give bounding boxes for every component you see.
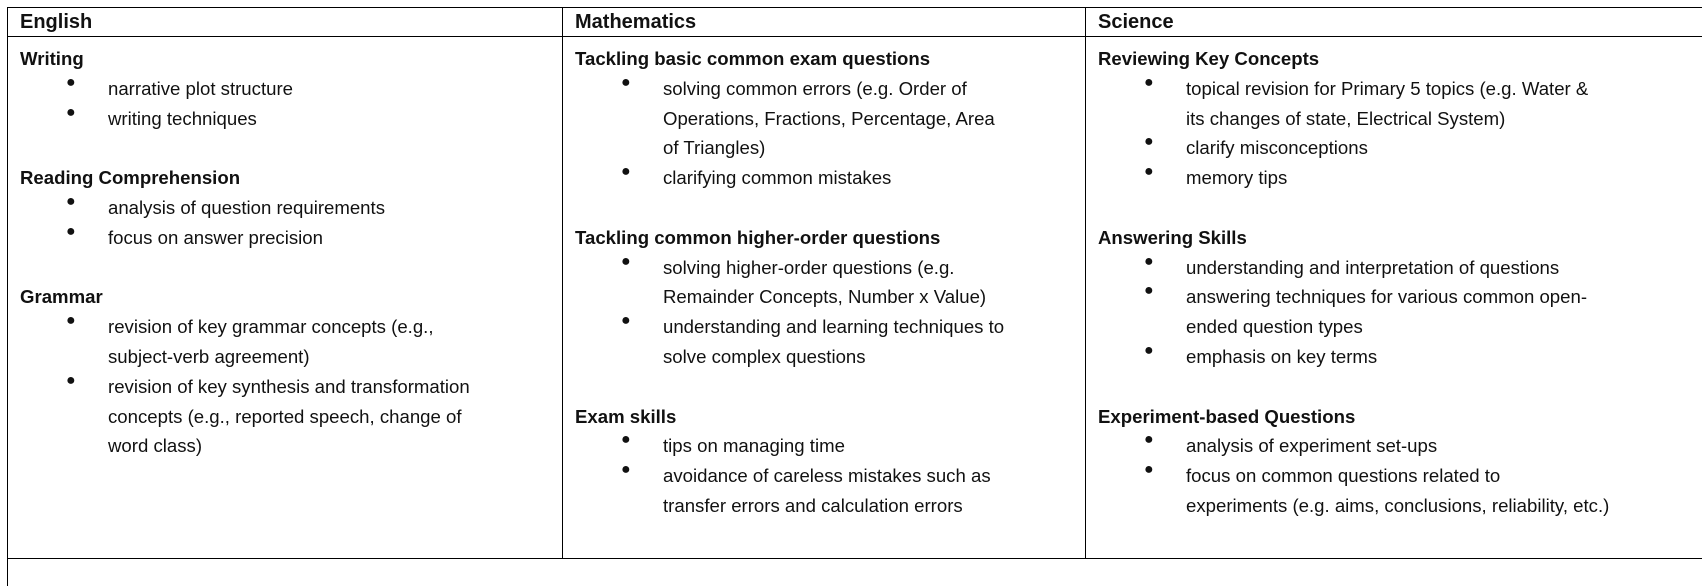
list-item-text: of Triangles): [663, 133, 1085, 163]
list-item-text: emphasis on key terms: [1186, 342, 1702, 372]
bullet-icon: ●: [1144, 282, 1154, 300]
bullet-icon: ●: [1144, 74, 1154, 92]
list-item-text: tips on managing time: [663, 431, 1085, 461]
list-item-text: clarifying common mistakes: [663, 163, 1085, 193]
list-item: ● narrative plot structure: [20, 74, 562, 104]
list-item: ● answering techniques for various common…: [1098, 282, 1702, 342]
bullet-icon: ●: [1144, 253, 1154, 271]
bullet-icon: ●: [66, 223, 76, 241]
section-title: Grammar: [20, 282, 562, 312]
list-item-text: revision of key synthesis and transforma…: [108, 372, 562, 402]
list-item: ● emphasis on key terms: [1098, 342, 1702, 372]
list-item: ● revision of key grammar concepts (e.g.,…: [20, 312, 562, 372]
spacer: [575, 193, 1085, 223]
bullet-icon: ●: [621, 253, 631, 271]
next-row-cell: [8, 559, 1702, 586]
list-item: ● analysis of experiment set-ups: [1098, 431, 1702, 461]
list-item-text: experiments (e.g. aims, conclusions, rel…: [1186, 491, 1702, 521]
spacer: [575, 372, 1085, 402]
list-item-text: understanding and learning techniques to: [663, 312, 1085, 342]
list-item-text: memory tips: [1186, 163, 1702, 193]
section-title: Exam skills: [575, 402, 1085, 432]
list-item-text: analysis of question requirements: [108, 193, 562, 223]
english-cell: Writing●narrative plot structure●writing…: [8, 37, 563, 559]
list-item-text: concepts (e.g., reported speech, change …: [108, 402, 562, 432]
list-item-text: analysis of experiment set-ups: [1186, 431, 1702, 461]
section-title: Answering Skills: [1098, 223, 1702, 253]
list-item-text: clarify misconceptions: [1186, 133, 1702, 163]
bullet-icon: ●: [621, 431, 631, 449]
header-mathematics: Mathematics: [563, 8, 1086, 37]
section-title: Tackling common higher-order questions: [575, 223, 1085, 253]
header-english: English: [8, 8, 563, 37]
bullet-icon: ●: [1144, 133, 1154, 151]
science-cell: Reviewing Key Concepts●topical revision …: [1086, 37, 1702, 559]
list-item-text: solving common errors (e.g. Order of: [663, 74, 1085, 104]
list-item-text: its changes of state, Electrical System): [1186, 104, 1702, 134]
mathematics-cell: Tackling basic common exam questions●sol…: [563, 37, 1086, 559]
list-item: ● topical revision for Primary 5 topics (…: [1098, 74, 1702, 134]
list-item-text: focus on answer precision: [108, 223, 562, 253]
list-item: ● revision of key synthesis and transform…: [20, 372, 562, 461]
list-item-text: Operations, Fractions, Percentage, Area: [663, 104, 1085, 134]
list-item-text: understanding and interpretation of ques…: [1186, 253, 1702, 283]
spacer: [20, 253, 562, 283]
list-item: ● solving higher-order questions (e.g.Rem…: [575, 253, 1085, 313]
section-title: Reviewing Key Concepts: [1098, 44, 1702, 74]
bullet-icon: ●: [621, 163, 631, 181]
bullet-icon: ●: [1144, 163, 1154, 181]
spacer: [1098, 193, 1702, 223]
list-item-text: ended question types: [1186, 312, 1702, 342]
list-item-text: word class): [108, 431, 562, 461]
list-item: ● tips on managing time: [575, 431, 1085, 461]
list-item-text: revision of key grammar concepts (e.g.,: [108, 312, 562, 342]
bullet-icon: ●: [66, 74, 76, 92]
list-item-text: solve complex questions: [663, 342, 1085, 372]
list-item: ● writing techniques: [20, 104, 562, 134]
list-item-text: solving higher-order questions (e.g.: [663, 253, 1085, 283]
bullet-icon: ●: [66, 193, 76, 211]
list-item: ● clarifying common mistakes: [575, 163, 1085, 193]
spacer: [20, 133, 562, 163]
list-item-text: topical revision for Primary 5 topics (e…: [1186, 74, 1702, 104]
list-item-text: narrative plot structure: [108, 74, 562, 104]
bullet-icon: ●: [66, 104, 76, 122]
list-item-text: answering techniques for various common …: [1186, 282, 1702, 312]
list-item-text: avoidance of careless mistakes such as: [663, 461, 1085, 491]
bullet-icon: ●: [66, 372, 76, 390]
section-title: Reading Comprehension: [20, 163, 562, 193]
list-item-text: focus on common questions related to: [1186, 461, 1702, 491]
list-item-text: writing techniques: [108, 104, 562, 134]
header-row: English Mathematics Science: [8, 8, 1702, 37]
list-item: ● analysis of question requirements: [20, 193, 562, 223]
header-science: Science: [1086, 8, 1702, 37]
list-item: ● focus on answer precision: [20, 223, 562, 253]
spacer: [1098, 372, 1702, 402]
next-row: [8, 559, 1702, 586]
list-item: ● memory tips: [1098, 163, 1702, 193]
list-item: ● clarify misconceptions: [1098, 133, 1702, 163]
section-title: Experiment-based Questions: [1098, 402, 1702, 432]
bullet-icon: ●: [621, 461, 631, 479]
bullet-icon: ●: [621, 312, 631, 330]
section-title: Writing: [20, 44, 562, 74]
list-item: ● understanding and learning techniques t…: [575, 312, 1085, 372]
list-item-text: Remainder Concepts, Number x Value): [663, 282, 1085, 312]
bullet-icon: ●: [1144, 342, 1154, 360]
bullet-icon: ●: [1144, 461, 1154, 479]
section-title: Tackling basic common exam questions: [575, 44, 1085, 74]
list-item-text: transfer errors and calculation errors: [663, 491, 1085, 521]
syllabus-table: English Mathematics Science Writing●narr…: [7, 7, 1702, 586]
list-item-text: subject-verb agreement): [108, 342, 562, 372]
content-row: Writing●narrative plot structure●writing…: [8, 37, 1702, 559]
bullet-icon: ●: [1144, 431, 1154, 449]
bullet-icon: ●: [66, 312, 76, 330]
bullet-icon: ●: [621, 74, 631, 92]
list-item: ● understanding and interpretation of que…: [1098, 253, 1702, 283]
